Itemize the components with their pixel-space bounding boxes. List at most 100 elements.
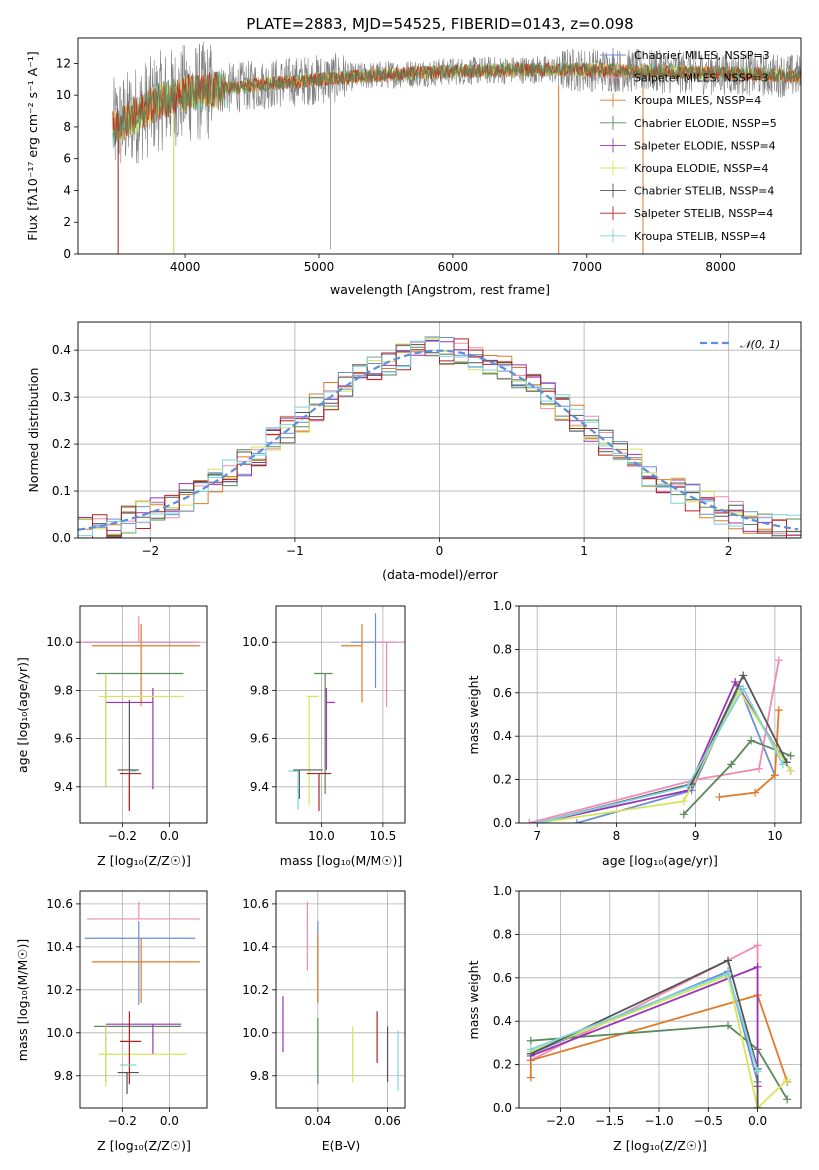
- legend-entry: Chabrier STELIB, NSSP=4: [634, 185, 774, 198]
- x-tick-label: 7: [533, 829, 541, 843]
- weight-marker: [727, 760, 736, 769]
- y-tick-label: 2: [63, 215, 71, 229]
- y-tick-label: 10.4: [46, 940, 73, 954]
- y-tick-label: 9.6: [54, 732, 73, 746]
- y-tick-label: 10: [56, 88, 71, 102]
- x-tick-label: 0: [436, 544, 444, 558]
- y-tick-label: 1.0: [493, 599, 512, 613]
- wAge-xlabel: age [log₁₀(age/yr)]: [602, 853, 718, 868]
- x-tick-label: 5000: [304, 260, 335, 274]
- residuals-plot-area: [78, 322, 801, 538]
- legend-entry: Chabrier MILES, NSSP=3: [634, 49, 770, 62]
- x-tick-label: −2.0: [546, 1114, 575, 1128]
- weight-marker: [753, 1067, 762, 1076]
- y-tick-label: 10.4: [242, 940, 269, 954]
- x-tick-label: 2: [725, 544, 733, 558]
- weight-line-salpeter_miles: [529, 660, 780, 823]
- weight-marker: [526, 1045, 535, 1054]
- y-tick-label: 1.0: [493, 884, 512, 898]
- x-tick-label: −2: [141, 544, 159, 558]
- weight-marker: [747, 736, 756, 745]
- residual-xlabel: (data-model)/error: [382, 567, 499, 582]
- weight-marker: [753, 941, 762, 950]
- legend-entry: Salpeter MILES, NSSP=3: [634, 72, 768, 85]
- weight-marker: [715, 792, 724, 801]
- wZ-ylabel: mass weight: [466, 960, 481, 1039]
- x-tick-label: −0.5: [694, 1114, 723, 1128]
- weight-line-salpeter_elodie: [537, 680, 792, 823]
- y-tick-label: 0.8: [493, 927, 512, 941]
- ageMass-xlabel: mass [log₁₀(M/M☉)]: [280, 853, 402, 868]
- weight-marker: [739, 671, 748, 680]
- y-tick-label: 10.6: [242, 897, 269, 911]
- spectrum-plot-area: [112, 41, 801, 254]
- y-tick-label: 0.4: [493, 1014, 512, 1028]
- legend-entry: Salpeter STELIB, NSSP=4: [634, 207, 773, 220]
- weight-line-kroupa_miles: [719, 710, 780, 798]
- age_vs_Z-plot-area: [80, 606, 207, 823]
- y-tick-label: 10.0: [242, 1026, 269, 1040]
- y-tick-label: 0.4: [493, 729, 512, 743]
- y-tick-label: 0.0: [52, 531, 71, 545]
- x-tick-label: 10: [767, 829, 782, 843]
- x-tick-label: 0.06: [374, 1114, 401, 1128]
- y-tick-label: 0.1: [52, 484, 71, 498]
- y-tick-label: 0.6: [493, 971, 512, 985]
- weight-marker: [739, 684, 748, 693]
- legend-entry: Kroupa ELODIE, NSSP=4: [634, 162, 768, 175]
- ageZ-ylabel: age [log₁₀(age/yr)]: [15, 657, 30, 773]
- weight-marker: [724, 1021, 733, 1030]
- weight-line-chabrier_elodie: [683, 739, 792, 815]
- normal-curve: [78, 349, 799, 531]
- mass_vs_Z-frame: [79, 890, 208, 1109]
- weight-marker: [753, 1104, 762, 1108]
- residual-ylabel: Normed distribution: [26, 368, 41, 493]
- weight-marker: [572, 819, 581, 823]
- legend-entry: Kroupa MILES, NSSP=4: [634, 94, 761, 107]
- y-tick-label: 10.6: [46, 897, 73, 911]
- x-tick-label: −1.5: [595, 1114, 624, 1128]
- weights_vs_age-plot-area: [519, 606, 801, 823]
- massZ-xlabel: Z [log₁₀(Z/Z☉)]: [97, 1138, 191, 1153]
- legend-entry: Salpeter ELODIE, NSSP=4: [634, 139, 776, 152]
- y-tick-label: 9.4: [54, 780, 73, 794]
- spectrum-ylabel: Flux [fλ10⁻¹⁷ erg cm⁻² s⁻¹ A⁻¹]: [25, 51, 40, 240]
- weight-line-kroupa_elodie: [537, 688, 792, 823]
- x-tick-label: 0.0: [748, 1114, 767, 1128]
- y-tick-label: 9.8: [54, 683, 73, 697]
- x-tick-label: 8000: [705, 260, 736, 274]
- weights_vs_Z-plot-area: [519, 891, 801, 1108]
- x-tick-label: −0.2: [108, 829, 137, 843]
- weight-marker: [786, 751, 795, 760]
- x-tick-label: −0.2: [108, 1114, 137, 1128]
- x-tick-label: 10.5: [370, 829, 397, 843]
- x-tick-label: 6000: [438, 260, 469, 274]
- weight-marker: [533, 819, 542, 823]
- x-tick-label: 0.0: [160, 829, 179, 843]
- age_vs_mass-frame: [275, 605, 406, 824]
- weight-marker: [774, 706, 783, 715]
- x-tick-label: 0.0: [160, 1114, 179, 1128]
- y-tick-label: 4: [63, 183, 71, 197]
- x-tick-label: 1: [580, 544, 588, 558]
- weight-line-chabrier_elodie: [530, 1024, 788, 1100]
- weight-marker: [679, 797, 688, 806]
- mass_vs_ebv-frame: [275, 890, 406, 1109]
- y-tick-label: 12: [56, 56, 71, 70]
- y-tick-label: 0.2: [493, 1058, 512, 1072]
- y-tick-label: 0.2: [493, 773, 512, 787]
- ageZ-xlabel: Z [log₁₀(Z/Z☉)]: [97, 853, 191, 868]
- weight-marker: [679, 810, 688, 819]
- weight-marker: [786, 766, 795, 775]
- massEbv-xlabel: E(B-V): [322, 1138, 361, 1153]
- spectrum-title: PLATE=2883, MJD=54525, FIBERID=0143, z=0…: [246, 15, 633, 33]
- y-tick-label: 0: [63, 247, 71, 261]
- massZ-ylabel: mass [log₁₀(M/M☉)]: [15, 939, 30, 1061]
- y-tick-label: 0.2: [52, 437, 71, 451]
- weight-marker: [774, 656, 783, 665]
- weight-marker: [526, 1073, 535, 1082]
- y-tick-label: 9.4: [250, 780, 269, 794]
- weight-line-chabrier_stelib: [536, 673, 788, 823]
- x-tick-label: −1.0: [644, 1114, 673, 1128]
